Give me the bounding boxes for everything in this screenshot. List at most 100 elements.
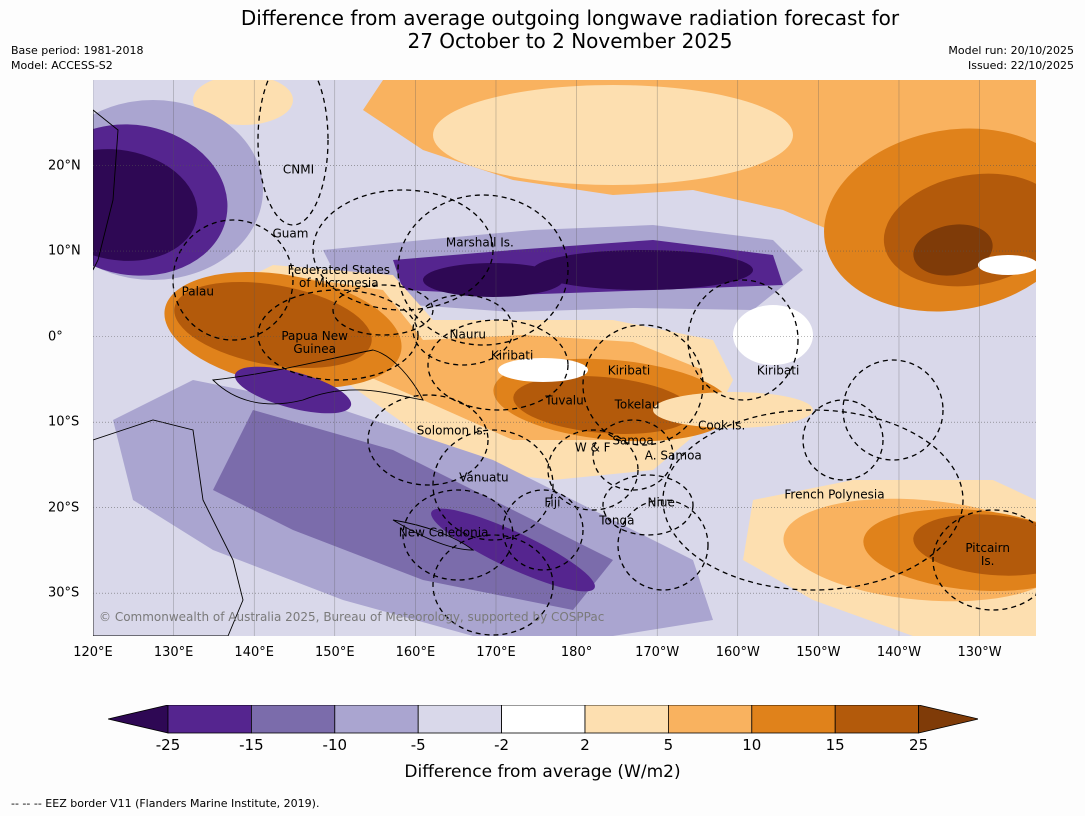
longitude-tick-label: 130°W bbox=[957, 645, 1002, 660]
longitude-tick-label: 120°E bbox=[73, 645, 113, 660]
eez-borders bbox=[172, 80, 1036, 636]
enhanced-coral-sea bbox=[234, 366, 352, 414]
longitude-tick-label: 170°W bbox=[635, 645, 680, 660]
region-label: Samoa bbox=[612, 433, 654, 448]
region-label: Marshall Is. bbox=[445, 235, 514, 250]
forecast-map: CNMI Guam Marshall Is. Palau Federated State… bbox=[93, 80, 1036, 636]
region-label: Kiribati bbox=[756, 363, 800, 378]
colorbar-tick-label: -15 bbox=[239, 736, 264, 754]
suppressed-tuvalu-core bbox=[513, 376, 693, 434]
region-label: Kiribati bbox=[490, 348, 534, 363]
eez-footnote: -- -- -- EEZ border V11 (Flanders Marine… bbox=[11, 797, 320, 810]
region-label: Solomon Is. bbox=[416, 423, 487, 438]
longitude-tick-label: 180° bbox=[560, 645, 593, 660]
eez-border bbox=[802, 399, 884, 481]
eez-border bbox=[547, 429, 639, 511]
region-label: Papua New Guinea bbox=[281, 328, 348, 356]
longitude-tick-label: 140°E bbox=[234, 645, 274, 660]
latitude-tick-label: 10°S bbox=[48, 414, 80, 430]
anomaly-region bbox=[733, 305, 813, 365]
colorbar-tick-label: 25 bbox=[909, 736, 929, 754]
longitude-tick-label: 130°E bbox=[153, 645, 194, 660]
colorbar-bin bbox=[834, 705, 920, 734]
colorbar-bin bbox=[167, 705, 252, 734]
longitude-tick-label: 170°E bbox=[476, 645, 516, 660]
region-label: Niue bbox=[647, 495, 675, 510]
anomaly-region bbox=[423, 263, 563, 297]
suppressed-pitcairn-core bbox=[913, 514, 1036, 576]
suppressed-north-core bbox=[913, 224, 993, 276]
meta-right: Model run: 20/10/2025 Issued: 22/10/2025 bbox=[948, 43, 1074, 73]
map-title: Difference from average outgoing longwav… bbox=[0, 7, 1085, 53]
eez-border bbox=[367, 394, 489, 486]
longitude-tick-label: 150°W bbox=[796, 645, 841, 660]
region-label: Cook Is. bbox=[697, 418, 746, 433]
region-label: Nauru bbox=[449, 327, 487, 342]
colorbar-tick-label: -25 bbox=[155, 736, 181, 754]
region-label: French Polynesia bbox=[784, 487, 885, 502]
colorbar-tick-label: 10 bbox=[742, 736, 762, 754]
eez-border bbox=[582, 324, 704, 446]
colorbar-title: Difference from average (W/m2) bbox=[404, 762, 681, 782]
eez-border bbox=[257, 80, 329, 226]
longitude-tick-label: 160°E bbox=[395, 645, 436, 660]
anomaly-fields bbox=[93, 80, 1036, 636]
region-label: Tuvalu bbox=[545, 393, 584, 408]
colorbar-extend-low bbox=[108, 705, 169, 734]
region-label: Tonga bbox=[599, 513, 635, 528]
eez-border bbox=[592, 419, 674, 491]
colorbar-bin bbox=[501, 705, 586, 734]
region-label: Fiji bbox=[544, 495, 561, 510]
colorbar-bin bbox=[250, 705, 336, 734]
colorbar-bin bbox=[751, 705, 836, 734]
eez-border bbox=[432, 429, 554, 541]
coast-philippines bbox=[93, 109, 119, 271]
colorbar-tick-label: 15 bbox=[825, 736, 845, 754]
longitude-tick-label: 160°W bbox=[715, 645, 760, 660]
eez-border bbox=[662, 409, 964, 591]
longitude-tick-label: 150°E bbox=[315, 645, 355, 660]
eez-border bbox=[842, 359, 944, 461]
eez-border bbox=[257, 289, 419, 381]
colorbar-tick-label: -5 bbox=[410, 736, 426, 754]
region-label: Federated States of Micronesia bbox=[287, 262, 391, 290]
graticule bbox=[93, 80, 1036, 636]
latitude-tick-label: 10°N bbox=[48, 243, 81, 259]
suppressed-png-core bbox=[174, 281, 372, 369]
map-title-line-1: Difference from average outgoing longwav… bbox=[240, 6, 900, 30]
anomaly-region bbox=[653, 392, 813, 428]
colorbar-bin bbox=[334, 705, 419, 734]
latitude-tick-label: 0° bbox=[48, 329, 63, 345]
model-name: Model: ACCESS-S2 bbox=[11, 59, 113, 72]
longitude-tick-label: 140°W bbox=[876, 645, 922, 660]
region-label: Tokelau bbox=[614, 397, 660, 412]
region-label: New Caledonia bbox=[398, 525, 489, 540]
eez-border bbox=[332, 284, 434, 336]
model-run: Model run: 20/10/2025 bbox=[948, 44, 1074, 57]
eez-border bbox=[432, 534, 554, 636]
coast-new-caledonia bbox=[392, 519, 475, 551]
copyright-notice: © Commonwealth of Australia 2025, Bureau… bbox=[99, 610, 605, 624]
latitude-tick-label: 20°N bbox=[48, 158, 81, 174]
colorbar bbox=[108, 705, 978, 734]
issued-date: Issued: 22/10/2025 bbox=[967, 59, 1074, 72]
anomaly-region bbox=[193, 80, 293, 125]
coast-australia bbox=[93, 419, 244, 636]
region-label: W & F bbox=[574, 440, 611, 455]
map-canvas bbox=[93, 80, 1036, 636]
eez-border bbox=[172, 219, 294, 341]
anomaly-region bbox=[433, 85, 793, 185]
region-label: Guam bbox=[272, 226, 309, 241]
region-label: Pitcairn Is. bbox=[965, 540, 1010, 568]
coastlines bbox=[93, 109, 475, 636]
eez-border bbox=[427, 319, 569, 411]
colorbar-tick-label: 2 bbox=[580, 736, 590, 754]
base-period: Base period: 1981-2018 bbox=[11, 44, 144, 57]
colorbar-extend-high bbox=[918, 705, 978, 734]
eez-border bbox=[687, 279, 799, 401]
region-label: Palau bbox=[181, 284, 214, 299]
colorbar-bin bbox=[417, 705, 503, 734]
eez-border bbox=[412, 294, 514, 366]
region-label: CNMI bbox=[282, 162, 315, 177]
colorbar-tick-label: 5 bbox=[663, 736, 674, 754]
